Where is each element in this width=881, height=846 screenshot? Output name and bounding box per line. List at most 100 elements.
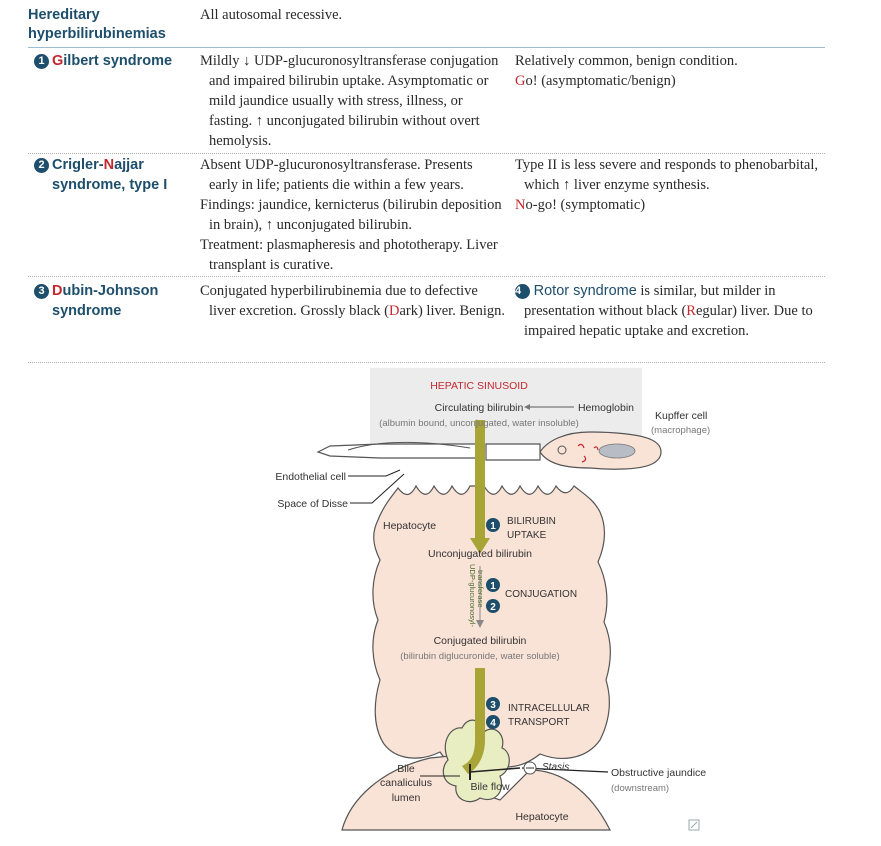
endothelial-leader xyxy=(348,469,401,477)
svg-text:4: 4 xyxy=(490,718,496,729)
crigler-description: Absent UDP-glucuronosyltransferase. Pres… xyxy=(200,155,505,275)
svg-text:transferase: transferase xyxy=(476,570,485,608)
row-divider xyxy=(28,153,825,154)
rotor-term: Rotor syndrome xyxy=(533,283,637,299)
conjugated-note: (bilirubin diglucuronide, water soluble) xyxy=(400,651,559,662)
obstructive-note: (downstream) xyxy=(611,783,669,794)
transport-arrow xyxy=(462,668,485,774)
badge-uptake: 1 xyxy=(486,518,500,532)
svg-text:1: 1 xyxy=(490,581,496,592)
obstructive-label: Obstructive jaundice xyxy=(611,767,706,779)
uptake-label-1: BILIRUBIN xyxy=(507,516,556,527)
badge-transport-4: 4 xyxy=(486,715,500,729)
table-title: Hereditary hyperbilirubinemias xyxy=(28,7,166,42)
conjugation-arrowhead xyxy=(476,620,484,628)
transport-label-1: INTRACELLULAR xyxy=(508,703,590,714)
hemoglobin-label: Hemoglobin xyxy=(578,402,634,414)
kupffer-nucleus xyxy=(598,443,636,459)
circulating-note: (albumin bound, unconjugated, water inso… xyxy=(379,418,579,429)
conjugated-label: Conjugated bilirubin xyxy=(434,635,527,647)
stasis-label: Stasis xyxy=(542,762,569,773)
title-mnemonic-letter: G xyxy=(52,53,64,69)
crigler-notes: Type II is less severe and responds to p… xyxy=(515,155,835,215)
sinusoid-label: HEPATIC SINUSOID xyxy=(430,380,528,392)
crigler-findings: Findings: jaundice, kernicterus (bilirub… xyxy=(200,197,502,233)
title-mnemonic-letter: D xyxy=(52,283,63,299)
uptake-arrow xyxy=(475,420,485,540)
dubin-text: Conjugated hyperbilirubinemia due to def… xyxy=(200,283,478,319)
step-2-badge: 2 xyxy=(34,158,49,173)
obstruction-line xyxy=(469,767,521,773)
circulating-label: Circulating bilirubin xyxy=(435,402,524,414)
canaliculus-label-2: canaliculus xyxy=(380,777,432,789)
title-part: ajjar xyxy=(114,157,144,173)
canaliculus-label-3: lumen xyxy=(392,792,421,804)
dubin-text: ark) liver. Benign. xyxy=(399,303,505,319)
row-divider xyxy=(28,362,825,363)
crigler-paragraph: Absent UDP-glucuronosyltransferase. Pres… xyxy=(200,157,473,193)
gilbert-mnemonic-letter: G xyxy=(515,73,526,89)
row-title-crigler-najjar: 2 Crigler-Najjar syndrome, type I xyxy=(34,155,167,195)
crigler-treatment: Treatment: plasmapheresis and photothera… xyxy=(200,237,498,273)
badge-transport-3: 3 xyxy=(486,697,500,711)
badge-conjugation-1: 1 xyxy=(486,578,500,592)
title-line-2: syndrome, type I xyxy=(52,177,168,193)
bile-flow-label: Bile flow xyxy=(470,781,510,793)
transport-label-2: TRANSPORT xyxy=(508,717,570,728)
rotor-mnemonic-letter: R xyxy=(686,303,696,319)
dubin-description: Conjugated hyperbilirubinemia due to def… xyxy=(200,281,505,321)
endothelial-cell-right xyxy=(485,443,541,461)
conjugation-label: CONJUGATION xyxy=(505,589,577,600)
svg-text:3: 3 xyxy=(490,700,496,711)
canaliculus-label-1: Bile xyxy=(397,763,415,775)
hemoglobin-arrowhead xyxy=(524,404,530,410)
enzyme-label: UDP-glucuronosyl- transferase xyxy=(468,564,485,627)
image-corner-icon xyxy=(688,819,700,831)
gilbert-note-text: Relatively common, benign condition. xyxy=(515,53,738,69)
gilbert-description: Mildly ↓ UDP-glucuronosyltransferase con… xyxy=(200,51,505,151)
rotor-notes: 4 Rotor syndrome is similar, but milder … xyxy=(515,281,815,341)
step-3-badge: 3 xyxy=(34,284,49,299)
endothelial-label: Endothelial cell xyxy=(275,471,346,483)
uptake-label-2: UPTAKE xyxy=(507,530,547,541)
rotor-text: egular) liver. Due to impaired hepatic u… xyxy=(524,303,813,339)
endothelial-cell-left xyxy=(316,443,477,459)
gilbert-mnemonic-rest: o! (asymptomatic/benign) xyxy=(525,73,676,89)
title-mnemonic-letter: N xyxy=(103,157,115,173)
uptake-arrowhead xyxy=(470,538,490,554)
hepatocyte-top-label: Hepatocyte xyxy=(383,520,436,532)
gilbert-paragraph: Mildly ↓ UDP-glucuronosyltransferase con… xyxy=(200,53,499,149)
row-title-dubin-johnson: 3 Dubin-Johnson syndrome xyxy=(34,281,158,321)
header-divider xyxy=(28,47,825,48)
title-line-2: syndrome xyxy=(52,303,122,319)
rotor-text: is similar, but milder in presentation w… xyxy=(524,283,776,319)
disse-label: Space of Disse xyxy=(277,498,348,510)
svg-text:1: 1 xyxy=(490,521,496,532)
kupffer-label: Kupffer cell xyxy=(655,410,707,422)
dubin-mnemonic-letter: D xyxy=(388,303,400,319)
gilbert-notes: Relatively common, benign condition. Go!… xyxy=(515,51,835,91)
crigler-mnemonic-rest: o-go! (symptomatic) xyxy=(525,197,646,213)
kupffer-vesicle xyxy=(557,445,567,455)
unconjugated-label: Unconjugated bilirubin xyxy=(428,548,532,560)
hepatocyte-top-shape xyxy=(372,484,611,768)
phagocytosed-rbc xyxy=(577,443,599,463)
crigler-mnemonic-letter: N xyxy=(515,197,526,213)
row-divider xyxy=(28,276,825,277)
title-rest: ilbert syndrome xyxy=(63,53,173,69)
table-subtitle: All autosomal recessive. xyxy=(200,7,343,23)
svg-text:2: 2 xyxy=(490,602,496,613)
endothelial-nucleus xyxy=(347,441,471,451)
crigler-note-text: Type II is less severe and responds to p… xyxy=(515,157,818,193)
badge-conjugation-2: 2 xyxy=(486,599,500,613)
svg-text:UDP-glucuronosyl-: UDP-glucuronosyl- xyxy=(468,564,477,627)
title-part: ubin-Johnson xyxy=(62,283,159,299)
hepatocyte-bottom-label: Hepatocyte xyxy=(515,811,568,823)
title-part: Crigler- xyxy=(52,157,104,173)
row-title-gilbert: 1 Gilbert syndrome xyxy=(34,51,172,71)
kupffer-note: (macrophage) xyxy=(651,425,710,436)
step-4-badge: 4 xyxy=(515,284,530,299)
disse-leader xyxy=(350,473,405,504)
step-1-badge: 1 xyxy=(34,54,49,69)
